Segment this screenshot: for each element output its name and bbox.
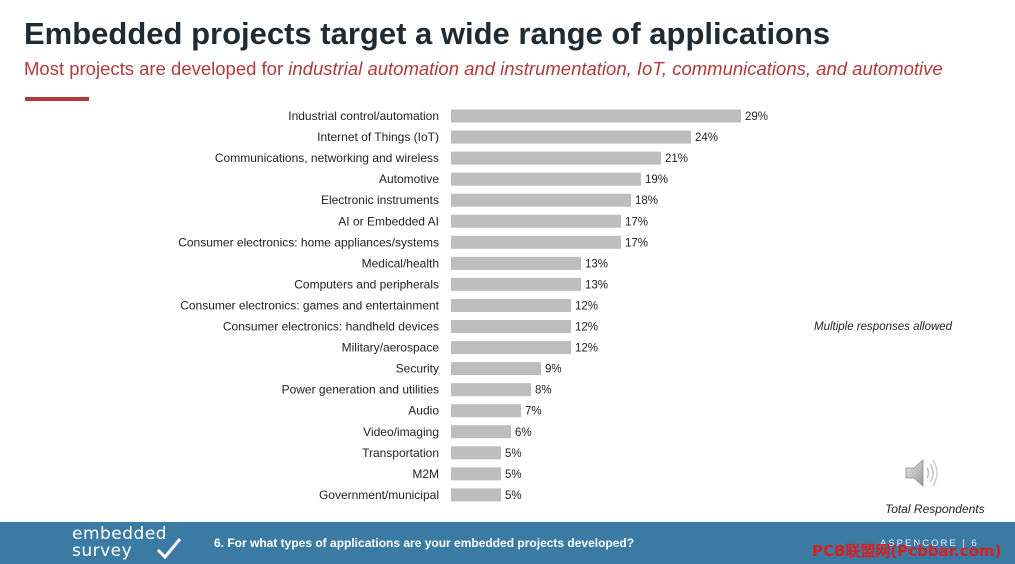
logo-line-1: embedded xyxy=(72,524,168,544)
category-label: Industrial control/automation xyxy=(288,109,439,123)
value-label: 5% xyxy=(505,490,522,502)
subtitle-prefix: Most projects are developed for xyxy=(24,58,289,79)
bar xyxy=(451,425,511,439)
accent-rule xyxy=(25,97,89,101)
bar xyxy=(451,130,691,144)
watermark: PCB联盟网(Pcbbar.com) xyxy=(812,542,1002,560)
value-label: 17% xyxy=(625,237,648,249)
bar xyxy=(451,320,571,333)
bar xyxy=(451,383,531,397)
value-label: 12% xyxy=(575,343,598,355)
category-label: Computers and peripherals xyxy=(294,277,439,291)
multiple-responses-note: Multiple responses allowed xyxy=(814,321,953,333)
value-label: 13% xyxy=(585,279,608,291)
bar xyxy=(451,341,571,355)
embedded-survey-logo: embedded survey xyxy=(72,525,192,563)
category-label: Electronic instruments xyxy=(321,193,439,207)
bar xyxy=(451,488,501,502)
category-label: Consumer electronics: handheld devices xyxy=(223,320,439,334)
value-label: 29% xyxy=(745,111,768,123)
bar xyxy=(451,109,741,123)
category-label: Security xyxy=(396,362,439,376)
category-label: Transportation xyxy=(362,446,439,460)
category-label: Government/municipal xyxy=(319,488,439,502)
category-label: M2M xyxy=(412,467,439,481)
bar xyxy=(451,467,501,481)
bar xyxy=(451,235,621,249)
value-label: 5% xyxy=(505,469,522,481)
survey-question: 6. For what types of applications are yo… xyxy=(214,536,635,550)
speaker-icon[interactable] xyxy=(902,456,942,490)
value-label: 7% xyxy=(525,406,542,418)
category-label: Internet of Things (IoT) xyxy=(317,130,439,144)
footer-bar: embedded survey 6. For what types of app… xyxy=(0,522,1015,564)
value-label: 9% xyxy=(545,364,562,376)
subtitle-emphasis: industrial automation and instrumentatio… xyxy=(288,58,943,79)
bar xyxy=(451,277,581,291)
value-label: 6% xyxy=(515,427,532,439)
slide-subtitle: Most projects are developed for industri… xyxy=(24,58,943,80)
bar xyxy=(451,362,541,376)
value-label: 12% xyxy=(575,300,598,312)
bar xyxy=(451,193,631,207)
value-label: 12% xyxy=(575,322,598,334)
category-label: Communications, networking and wireless xyxy=(215,151,439,165)
slide-title: Embedded projects target a wide range of… xyxy=(24,16,831,51)
value-label: 21% xyxy=(665,153,688,165)
bar xyxy=(451,214,621,228)
value-label: 8% xyxy=(535,385,552,397)
category-label: Automotive xyxy=(379,172,439,186)
category-label: AI or Embedded AI xyxy=(338,214,439,228)
checkmark-icon xyxy=(156,538,182,560)
category-label: Audio xyxy=(408,404,439,418)
bar xyxy=(451,404,521,418)
category-label: Consumer electronics: home appliances/sy… xyxy=(178,235,439,249)
category-label: Medical/health xyxy=(362,256,439,270)
logo-line-2: survey xyxy=(72,541,133,561)
category-label: Consumer electronics: games and entertai… xyxy=(180,298,439,312)
bar xyxy=(451,172,641,186)
total-respondents-label: Total Respondents xyxy=(885,502,985,516)
category-label: Video/imaging xyxy=(363,425,439,439)
category-label: Power generation and utilities xyxy=(282,383,439,397)
category-label: Military/aerospace xyxy=(342,341,440,355)
bar xyxy=(451,151,661,165)
bar xyxy=(451,298,571,312)
bar-chart: Industrial control/automation 29% Internet… xyxy=(178,109,768,502)
value-label: 24% xyxy=(695,132,718,144)
value-label: 18% xyxy=(635,195,658,207)
bar xyxy=(451,256,581,270)
value-label: 17% xyxy=(625,216,648,228)
value-label: 13% xyxy=(585,258,608,270)
value-label: 5% xyxy=(505,448,522,460)
bar xyxy=(451,446,501,460)
value-label: 19% xyxy=(645,174,668,186)
brand-page-number: ASPENCORE | 6 xyxy=(880,538,979,549)
